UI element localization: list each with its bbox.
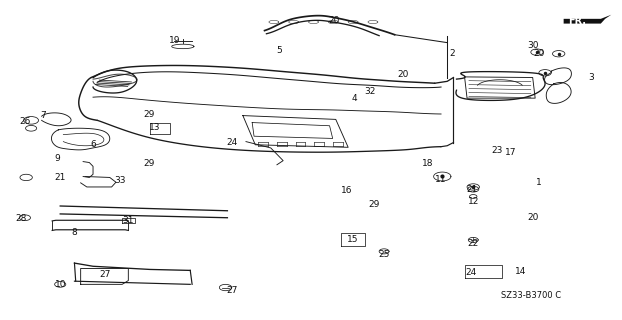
Text: 22: 22 <box>468 239 479 248</box>
Text: 4: 4 <box>351 94 357 103</box>
Text: 31: 31 <box>123 216 134 225</box>
Text: SZ33-B3700 C: SZ33-B3700 C <box>501 291 561 300</box>
Text: 27: 27 <box>226 285 238 295</box>
Text: 6: 6 <box>90 140 96 149</box>
Text: 5: 5 <box>276 46 282 55</box>
Text: 3: 3 <box>588 73 594 82</box>
Text: 1: 1 <box>536 178 542 187</box>
Text: 12: 12 <box>468 197 479 206</box>
Text: 9: 9 <box>54 154 60 163</box>
Text: 16: 16 <box>341 186 353 195</box>
Text: 26: 26 <box>19 117 30 126</box>
Text: 25: 25 <box>378 250 390 259</box>
Text: 23: 23 <box>491 146 503 155</box>
Text: 20: 20 <box>527 212 539 222</box>
Text: 29: 29 <box>143 159 154 168</box>
Text: 20: 20 <box>329 16 340 25</box>
Text: 18: 18 <box>422 159 433 168</box>
Text: 32: 32 <box>364 87 376 96</box>
Text: 11: 11 <box>435 175 447 184</box>
Text: 8: 8 <box>72 228 77 237</box>
Text: 24: 24 <box>226 138 238 147</box>
Text: 28: 28 <box>16 214 27 223</box>
Text: 15: 15 <box>347 236 359 244</box>
Text: 29: 29 <box>143 109 154 118</box>
Text: 24: 24 <box>465 268 476 277</box>
Text: 33: 33 <box>114 176 126 185</box>
Text: 14: 14 <box>514 267 526 276</box>
Text: 10: 10 <box>55 280 66 289</box>
Text: 7: 7 <box>40 111 47 120</box>
Text: 30: 30 <box>527 41 539 50</box>
Text: 20: 20 <box>397 70 408 79</box>
Text: 2: 2 <box>449 49 455 58</box>
Text: 27: 27 <box>100 270 111 279</box>
Text: 17: 17 <box>504 148 516 156</box>
Text: 29: 29 <box>368 200 380 209</box>
Text: FR.: FR. <box>568 16 586 26</box>
Text: 20: 20 <box>533 49 545 58</box>
Text: 13: 13 <box>149 123 160 132</box>
Text: 19: 19 <box>169 36 180 44</box>
Text: 21: 21 <box>466 185 478 194</box>
Text: 21: 21 <box>55 173 66 182</box>
Polygon shape <box>564 15 611 24</box>
